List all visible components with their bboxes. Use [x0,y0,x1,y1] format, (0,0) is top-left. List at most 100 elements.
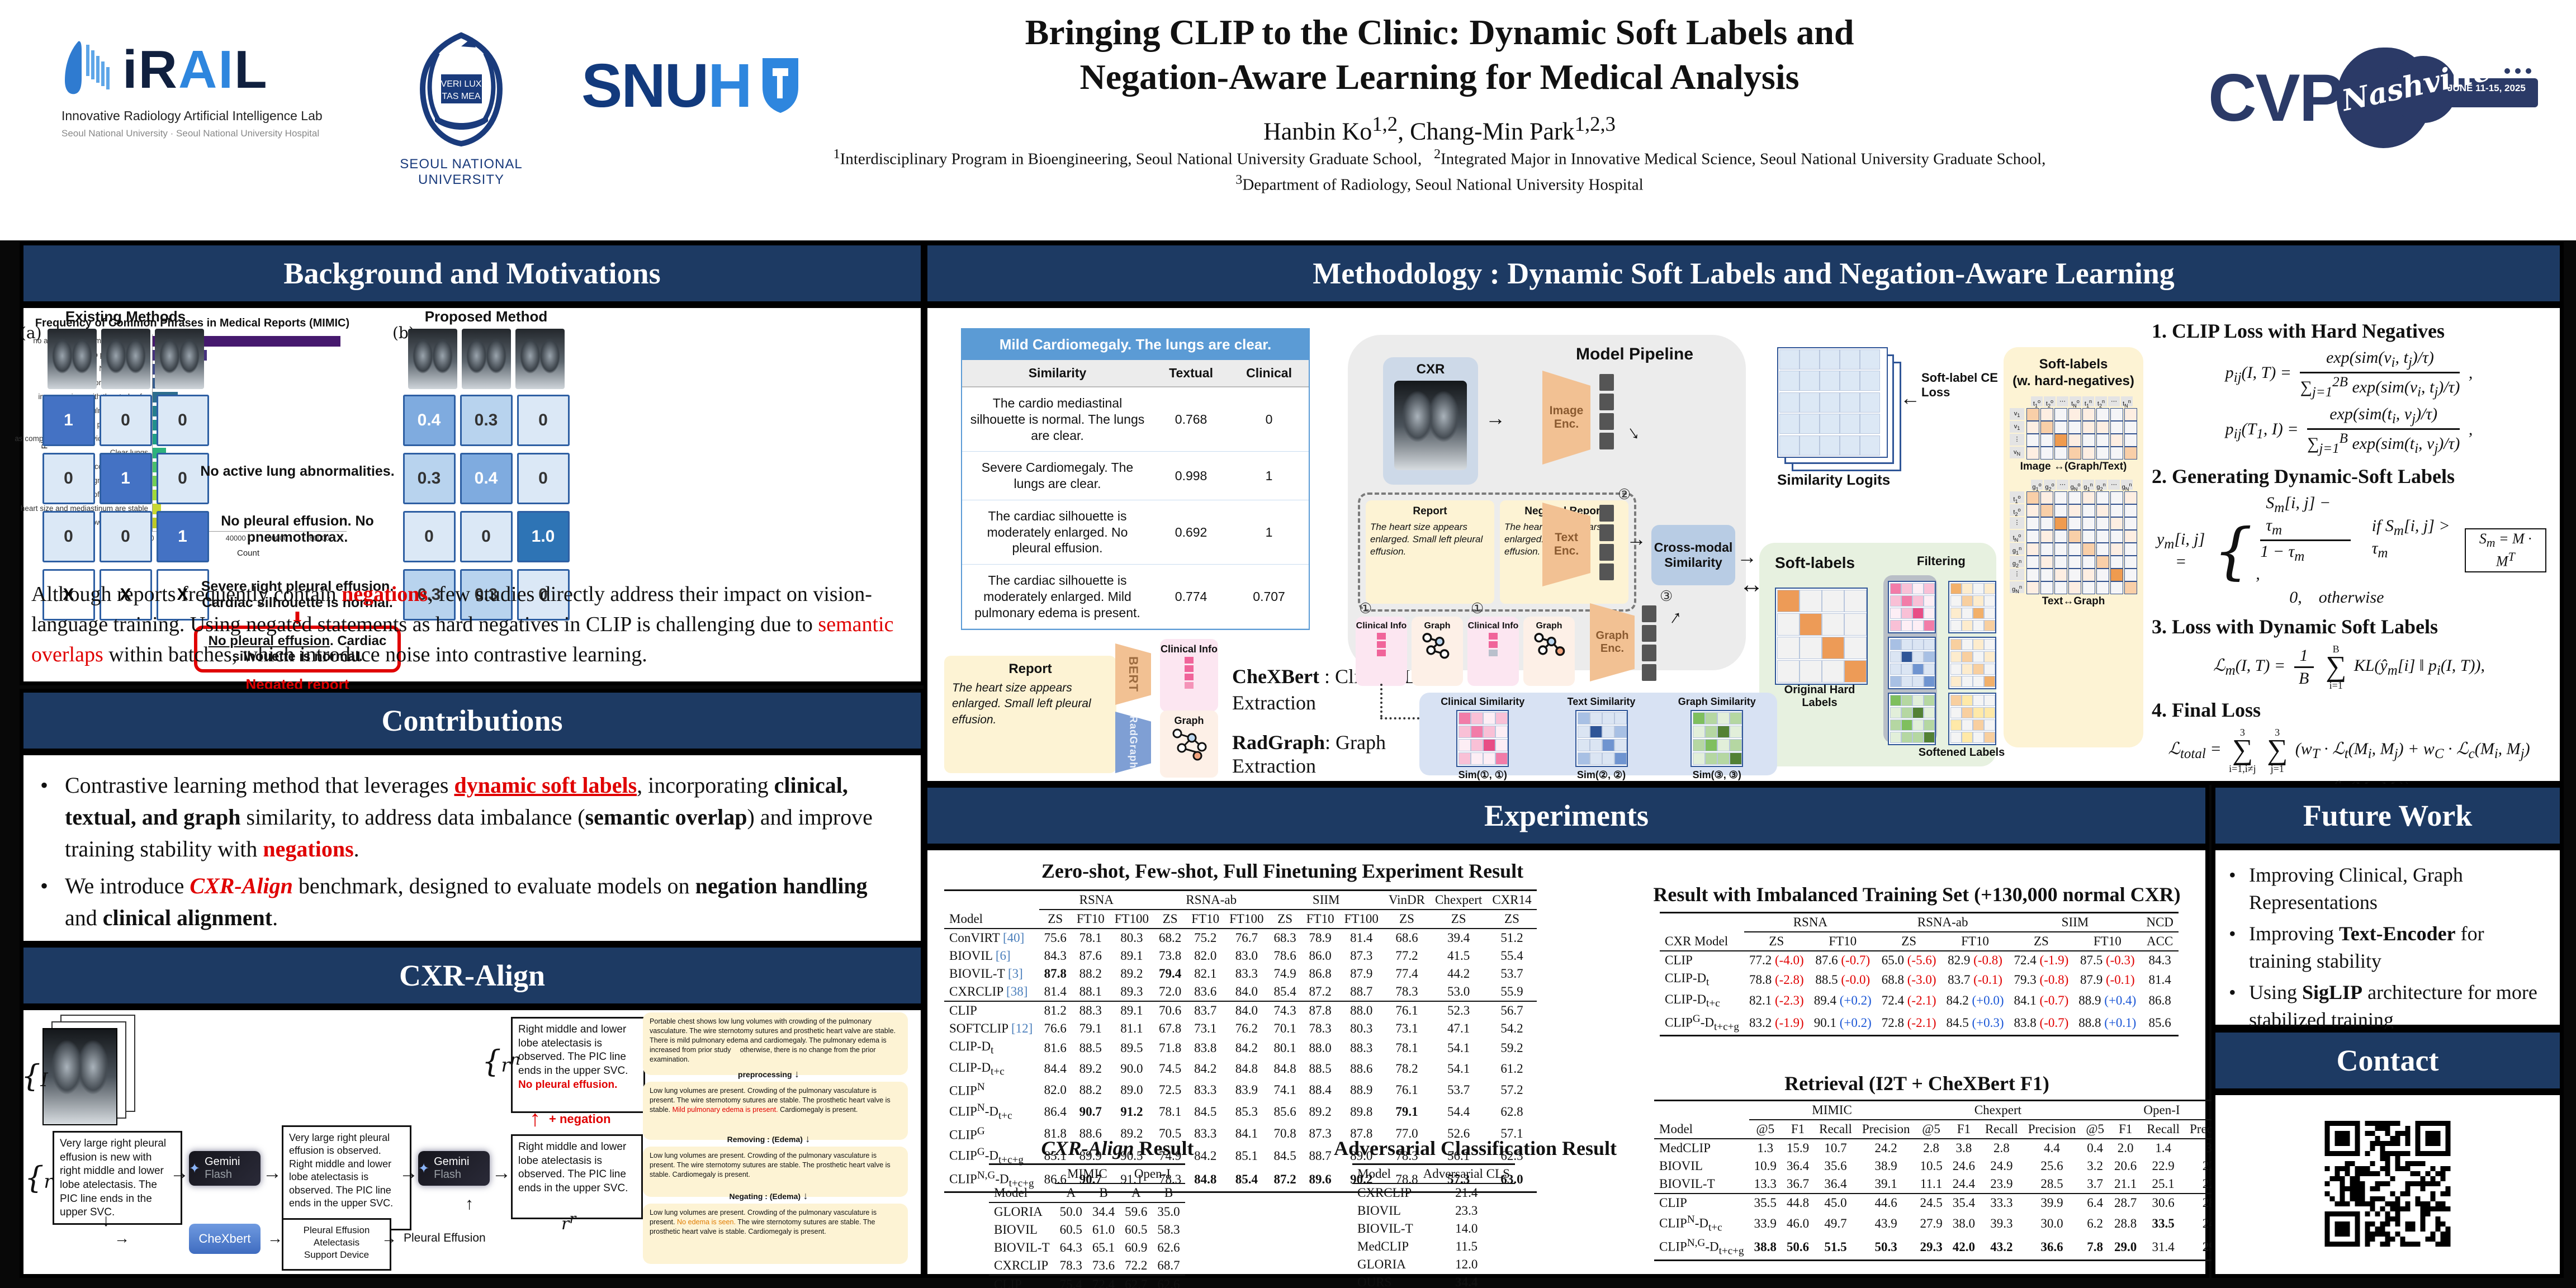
table-cell: 72.0 [1159,984,1182,998]
table-cell: 84.2 [1194,1148,1217,1163]
matrix-cell [1962,651,1973,662]
table-cell: 82.0 [1044,1082,1067,1097]
matrix-cell [1800,660,1822,683]
cxr-align-diagram: {I {r Very large right pleural effusion … [21,1010,910,1271]
imbalanced-results-table: RSNA RSNA-ab SIIM NCD CXR Model ZS FT10 ZS FT10 Z… [1660,912,2179,1037]
matrix-cell [2040,517,2053,530]
table-cell: 49.7 [1824,1216,1847,1231]
matrix-cell [1602,738,1614,751]
table-cell: 1.3 [1757,1141,1774,1155]
matrix-row: 0.4 0.3 0 [401,395,571,446]
table-cell: 84.2 (+0.0) [1946,993,2004,1008]
soft-label-ce-loss-label: Soft-label CE Loss [1921,371,1998,400]
cxr-input-chip: CXR [1383,357,1478,485]
chart-x-tick: 60000 [267,534,288,542]
table-cell: 73.1 [1395,1021,1418,1035]
table-cell: 73.8 [1159,949,1182,963]
clinical-info-chip: Clinical Info [1160,639,1218,712]
matrix-cell [1924,719,1935,731]
table-cell: 79.1 [1079,1021,1102,1035]
matrix-cell [2026,569,2039,581]
table-cell: 91.2 [1120,1104,1143,1119]
model-column-header: Model [989,1183,1055,1203]
table-cell: 50.0 [1059,1205,1082,1219]
group-header: RSNA [1039,890,1154,910]
table-cell: 89.9 [1079,1148,1102,1163]
column-header: @5 [1749,1120,1782,1139]
matrix-cell [1693,712,1706,724]
bullet-glyph: • [2229,864,2236,886]
model-name: CLIP-Dt [949,1039,994,1057]
matrix-cell [1890,695,1901,706]
label-r: {r [25,1160,53,1195]
table-cell: 0.998 [1153,451,1230,500]
matrix-col-label: tNo [2070,396,2081,409]
table-row: CLIPN-Dt+c 86.4 90.7 91.2 78.1 84.5 85.3 85.6 89… [944,1100,1537,1124]
table-cell: 33.9 [1754,1216,1777,1231]
section-header-contributions: Contributions [20,689,925,752]
matrix-cell [2096,581,2109,594]
matrix-cell: X [156,569,209,621]
matrix-cell [1589,712,1602,724]
matrix-col-label: ⋯ [2108,396,2120,406]
table-cell: 0.707 [1229,564,1309,629]
table-row: The cardio mediastinal silhouette is nor… [962,387,1309,452]
matrix-cell [1860,371,1880,391]
bullet-item: • Improving Clinical, Graph Representatio… [2229,861,2546,916]
table-cell: 90.7 [1079,1104,1102,1119]
table-row: ConVIRT [40] 75.6 78.1 80.3 68.2 75.2 76.7 68.3… [944,929,1537,947]
table-cell: 88.6 [1350,1062,1373,1076]
text-matrix-small [1888,637,1936,689]
header: iRAIL Innovative Radiology Artificial In… [0,0,2576,240]
model-name: CLIPG [949,1125,985,1142]
softened-matrix [1948,693,1996,745]
table-cell: 10.5 [1920,1159,1943,1173]
table-cell: 87.3 [1350,949,1373,963]
matrix-cell [1962,719,1973,731]
group-header: NCD [2141,912,2179,932]
text-segment: Result [1134,1137,1194,1159]
irail-wordmark: iRAIL [122,40,268,100]
matrix-cell [2124,447,2137,460]
matrix-cell [2096,556,2109,569]
table-cell: 76.1 [1395,1082,1418,1097]
table-cell: 83.8 [1194,1040,1217,1055]
matrix-cell [1705,752,1718,765]
matrix-cell [1950,608,1962,619]
table-cell: 88.2 [1079,967,1102,981]
matrix-cell [1912,651,1924,662]
matrix-cell [1984,707,1995,718]
table-row: CXRCLIP [38] 81.4 88.1 89.3 72.0 83.6 84.0 85.4… [944,983,1537,1001]
table-cell: 68.7 [1157,1258,1180,1272]
matrix-cell [2026,556,2039,569]
table-cell: 35.6 [1824,1159,1847,1173]
matrix-cell [1962,695,1973,706]
table-cell: 78.1 [1159,1104,1182,1119]
matrix-cell [1950,639,1962,650]
final-loss-formula: ℒtotal = 3 ∑ i=1,i≠j 3 ∑ j=1 (wT · ℒt(Mi, Mj… [2168,726,2530,774]
column-header: FT100 [1109,910,1154,929]
matrix-cell: 0 [517,453,570,504]
similarity-logits-label: Similarity Logits [1777,471,1891,488]
table-cell: 46.0 [1786,1216,1810,1231]
table-cell: 0.774 [1153,564,1230,629]
table-cell: 68.2 [1159,931,1182,945]
table-cell: 68.3 [1273,931,1296,945]
table-cell: 77.2 [1395,949,1418,963]
future-work-list: • Improving Clinical, Graph Representatio… [2215,850,2560,1049]
matrix-cell [1890,595,1901,607]
model-name: GLORIA [1357,1257,1406,1271]
table-cell: 2.0 [2117,1141,2134,1155]
matrix-cell [2040,543,2053,556]
matrix-row-label: ⋮ [2010,569,2024,580]
table-cell: 74.9 [1273,967,1296,981]
matrix-cell [2082,447,2095,460]
matrix-cell [1950,664,1962,675]
table-cell: 81.4 [1044,984,1067,998]
matrix-row-label: gNn [2010,581,2024,594]
matrix-col-label: g1n [2082,480,2094,492]
table-cell: 83.3 [1194,1126,1217,1141]
column-header: ZS [1383,910,1430,929]
table-row: CLIP 75.4 72.4 62.7 62.6 [989,1275,1185,1288]
table-row: OURS 34.4 [1352,1273,1515,1288]
